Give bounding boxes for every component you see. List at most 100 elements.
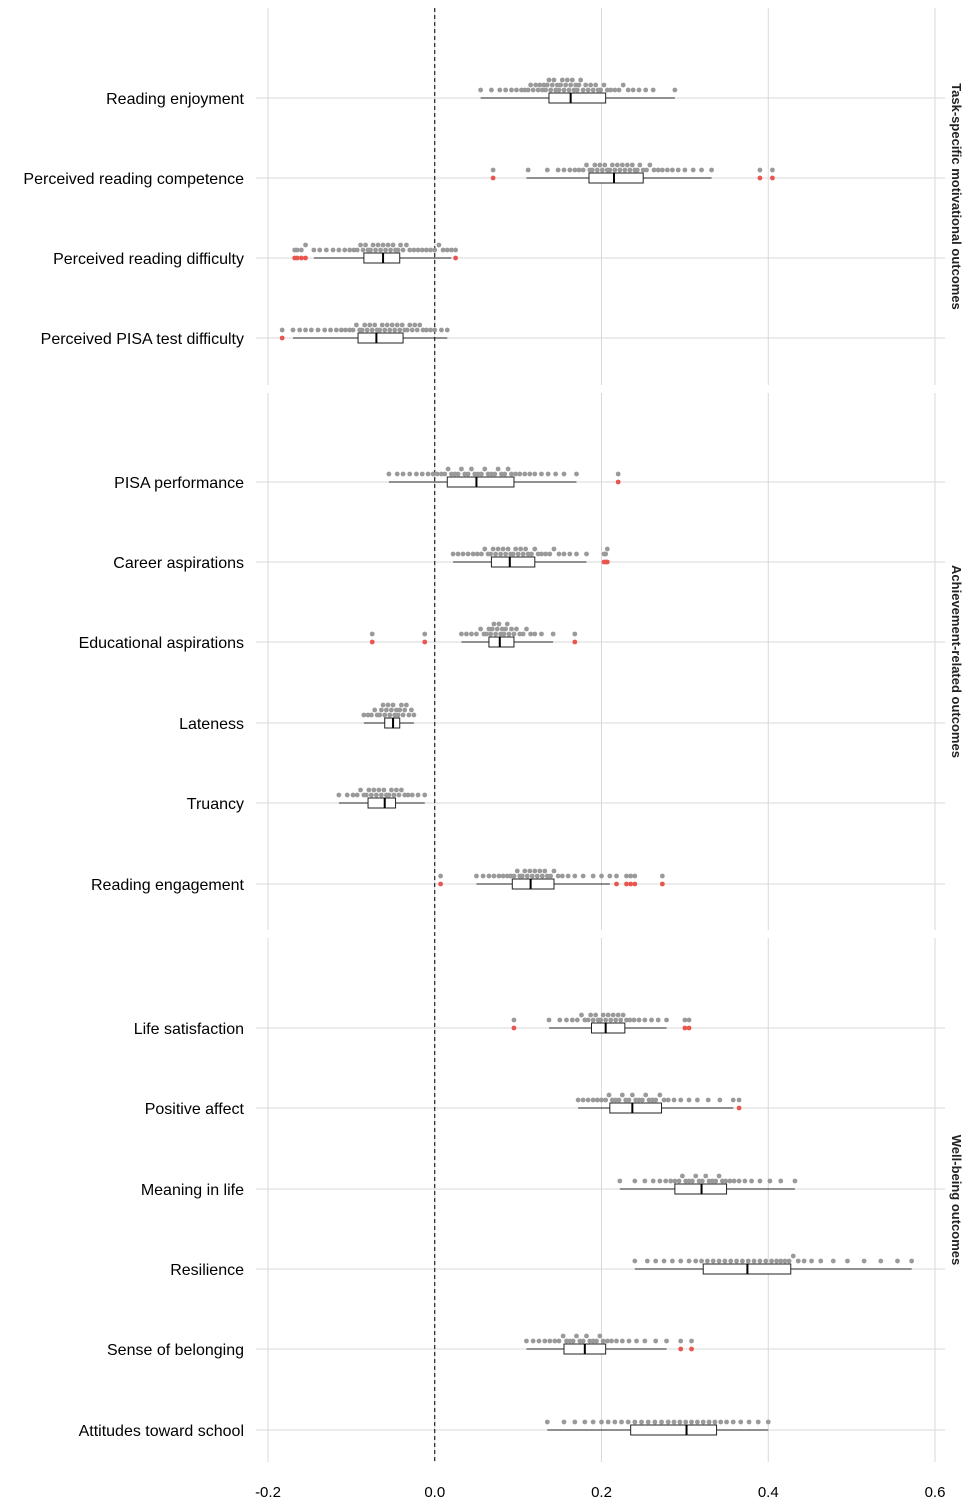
data-dot [564,77,570,83]
data-dot [382,712,388,718]
data-dot [317,247,323,253]
data-dot [630,87,636,93]
data-dot [464,631,469,637]
data-dot [565,873,571,879]
data-dot [665,1097,671,1103]
data-dot [496,873,502,879]
data-dot [342,247,348,253]
data-dot [620,82,626,88]
data-dot [388,707,394,713]
data-dot [642,1338,648,1344]
data-dot [378,247,383,253]
data-dot [407,471,413,477]
data-dot [571,87,577,93]
data-dot [535,551,541,557]
data-dot [751,1258,757,1264]
data-dot [574,551,579,557]
row-label: Career aspirations [113,555,244,572]
data-dot [675,167,681,173]
data-dot [599,1097,604,1103]
data-dot [298,247,304,253]
data-dot [514,868,520,874]
data-dot [588,1012,594,1018]
data-dot [420,327,426,333]
data-dot [505,466,511,472]
data-dot [480,873,486,879]
data-dot [633,1097,639,1103]
data-dot [560,1333,566,1339]
data-dot [513,546,519,552]
data-dot [428,327,433,333]
data-dot [500,873,506,879]
data-dot [368,792,374,798]
data-dot [632,1419,638,1425]
data-dot [567,167,573,173]
data-dot [590,1338,596,1344]
data-dot [370,242,376,248]
data-dot [439,471,444,477]
data-dot [699,167,704,173]
data-dot [649,1097,655,1103]
row-perceived-reading-difficulty: Perceived reading difficulty [53,242,458,268]
data-dot [333,327,339,333]
data-dot [653,1338,659,1344]
data-dot [330,247,336,253]
data-dot [525,551,531,557]
data-dot [373,792,379,798]
data-dot [619,162,625,168]
outlier-dot [615,479,621,485]
data-dot [895,1258,900,1264]
data-dot [488,551,494,557]
data-dot [624,873,629,879]
data-dot [544,167,550,173]
data-dot [414,471,419,477]
x-tick-label: -0.2 [255,1484,281,1501]
data-dot [462,471,468,477]
data-dot [390,702,396,708]
data-dot [629,1092,635,1098]
data-dot [689,1178,695,1184]
data-dot [498,551,504,557]
row-sense-of-belonging: Sense of belonging [107,1333,694,1359]
data-dot [469,466,474,472]
data-dot [478,626,484,632]
data-dot [778,1258,784,1264]
data-dot [537,868,543,874]
data-dot [479,471,484,477]
row-meaning-in-life: Meaning in life [141,1173,798,1199]
data-dot [669,1258,675,1264]
data-dot [746,1419,752,1425]
row-educational-aspirations: Educational aspirations [79,621,578,652]
data-dot [539,631,544,637]
data-dot [474,631,479,637]
data-dot [539,87,545,93]
data-dot [655,167,661,173]
data-dot [419,471,425,477]
data-dot [626,1097,632,1103]
outlier-dot [736,1105,742,1111]
outlier-dot [678,1346,684,1352]
data-dot [546,1017,552,1023]
data-dot [415,792,421,798]
data-dot [519,873,525,879]
data-dot [527,471,533,477]
row-label: Perceived reading difficulty [53,251,244,268]
data-dot [574,1333,579,1339]
data-dot [279,327,285,333]
data-dot [489,87,494,93]
data-dot [584,162,589,168]
data-dot [655,1017,661,1023]
data-dot [297,327,303,333]
data-dot [367,322,373,328]
data-dot [653,1258,659,1264]
data-dot [651,167,657,173]
data-dot [519,87,524,93]
data-dot [434,471,440,477]
data-dot [570,1338,576,1344]
data-dot [520,551,526,557]
data-dot [524,1338,529,1344]
data-dot [646,1097,652,1103]
data-dot [513,471,519,477]
data-dot [358,787,363,793]
